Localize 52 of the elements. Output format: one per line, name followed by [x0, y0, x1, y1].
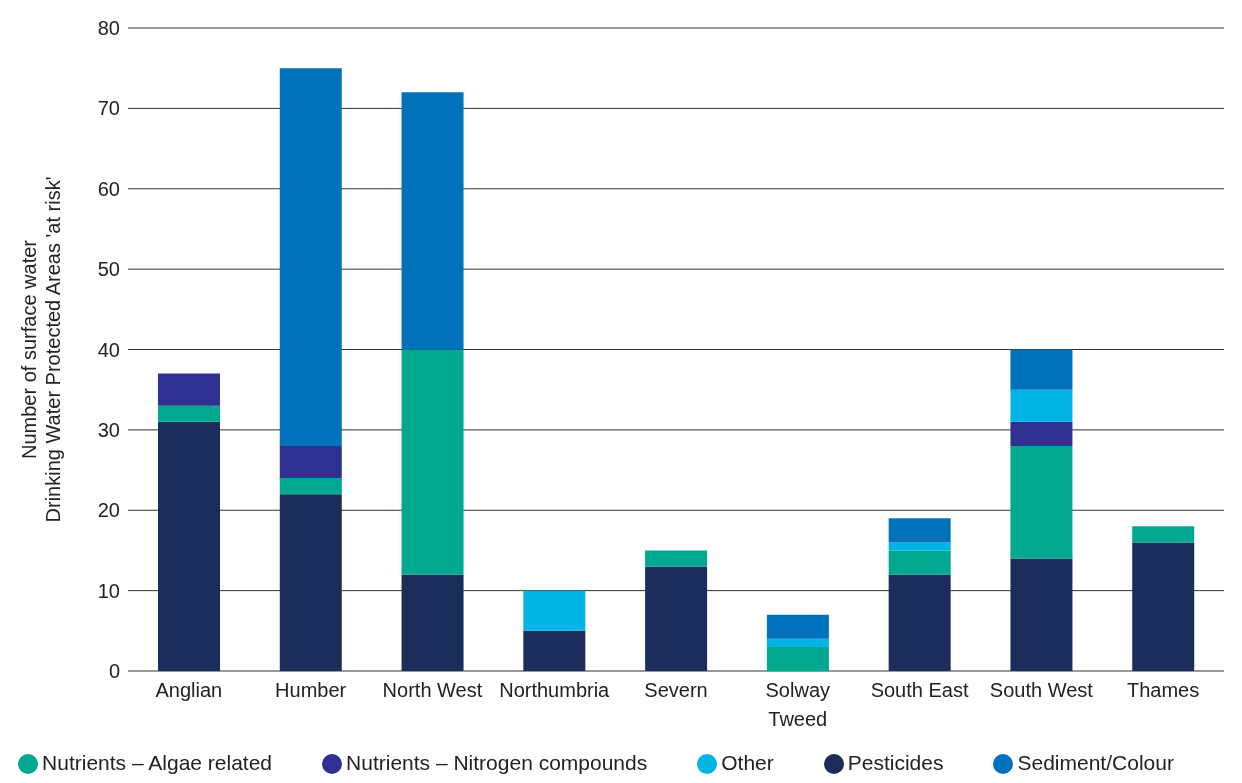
bar	[279, 494, 342, 671]
y-tick-label: 30	[97, 418, 120, 441]
x-tick-label: Severn	[644, 679, 708, 701]
x-tick-label: Humber	[275, 679, 347, 701]
bar	[1010, 558, 1073, 671]
x-tick-label: Anglian	[155, 679, 223, 701]
bar	[401, 349, 464, 575]
bar	[158, 373, 220, 406]
bar	[766, 646, 829, 671]
x-tick-label: North West	[382, 679, 483, 701]
bar	[158, 421, 220, 671]
y-axis-title: Number of surface water Drinking Water Protected Areas 'at risk'	[18, 176, 64, 523]
legend-label: Nutrients – Algae related	[42, 751, 273, 774]
y-tick-label: 70	[97, 97, 120, 120]
bar	[401, 92, 464, 350]
y-tick-label: 40	[97, 338, 120, 361]
bar	[279, 68, 342, 446]
x-tick-label: Solway Tweed	[765, 679, 831, 730]
y-tick-label: 0	[108, 660, 120, 683]
y-tick-label: 80	[97, 17, 120, 40]
bar	[279, 445, 342, 479]
bar	[1010, 445, 1073, 559]
bar	[766, 638, 829, 647]
bar	[279, 478, 342, 495]
bar	[766, 614, 829, 639]
bar	[1010, 421, 1073, 446]
bar	[158, 405, 220, 422]
bar	[888, 550, 951, 575]
bar	[1132, 542, 1195, 671]
bar	[1132, 526, 1195, 543]
legend-label: Other	[721, 751, 774, 774]
bar	[888, 574, 951, 671]
y-tick-label: 20	[97, 499, 120, 522]
legend-label: Sediment/Colour	[1017, 751, 1174, 774]
x-tick-label: South West	[989, 679, 1094, 701]
y-tick-label: 10	[97, 579, 120, 602]
legend-label: Pesticides	[847, 751, 944, 774]
bar	[1010, 349, 1073, 390]
x-tick-label: Northumbria	[499, 679, 611, 701]
y-tick-label: 60	[97, 177, 120, 200]
bar	[523, 630, 586, 671]
bar	[888, 518, 951, 543]
x-tick-label: Thames	[1126, 679, 1200, 701]
y-tick-label: 50	[97, 258, 120, 281]
legend-label: Nutrients – Nitrogen compounds	[346, 751, 648, 774]
bar	[645, 566, 708, 671]
bar	[1010, 389, 1073, 422]
bar	[523, 590, 586, 631]
x-tick-label: South East	[870, 679, 969, 701]
bar	[888, 542, 951, 551]
bar	[645, 550, 708, 567]
bar	[401, 574, 464, 671]
